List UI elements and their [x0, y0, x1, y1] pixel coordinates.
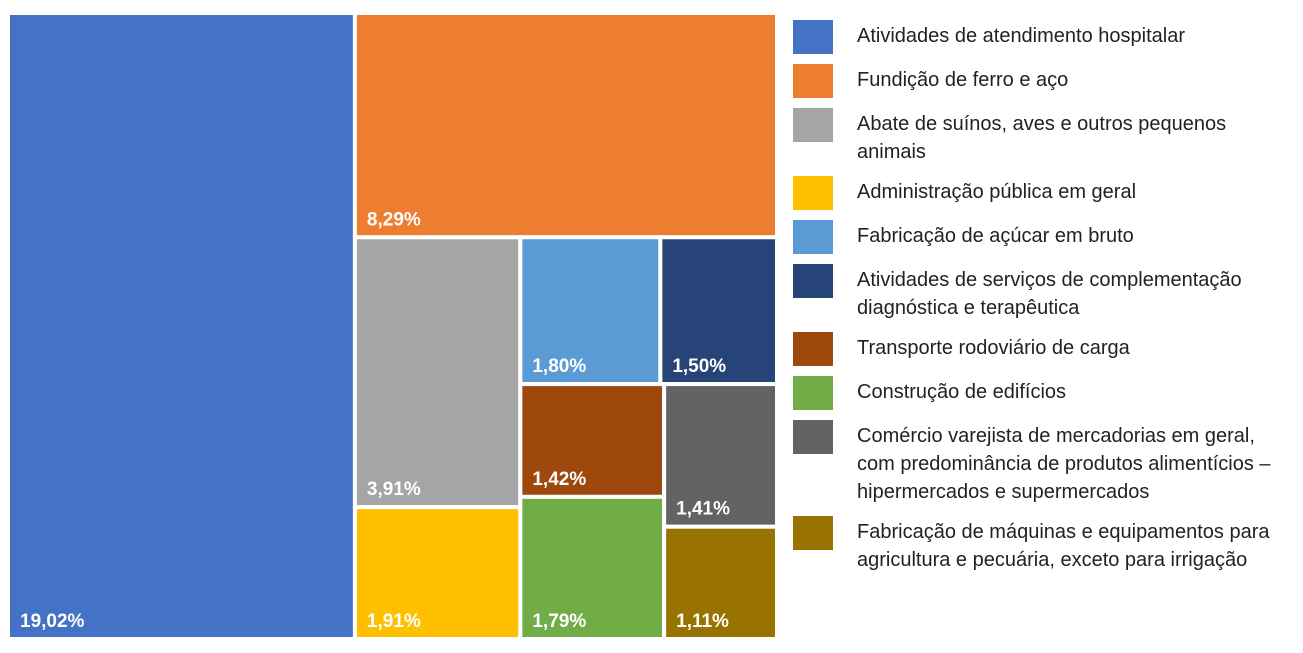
tile	[662, 524, 779, 641]
legend-swatch	[793, 64, 833, 98]
tile	[662, 382, 779, 529]
legend-label: Atividades de atendimento hospitalar	[857, 25, 1185, 47]
tile-label: 19,02%	[20, 611, 85, 632]
tile-label: 1,11%	[676, 611, 729, 632]
legend-item: Fabricação de açúcar em bruto	[793, 220, 1298, 254]
tile	[6, 11, 357, 641]
legend-item: Transporte rodoviário de carga	[793, 332, 1298, 366]
legend-swatch	[793, 108, 833, 142]
legend-label: Fabricação de máquinas e equipamentos pa…	[857, 521, 1270, 571]
tile	[352, 11, 779, 240]
legend-item: Abate de suínos, aves e outros pequenos …	[793, 108, 1298, 166]
tile-label: 3,91%	[367, 479, 421, 500]
legend-label: Administração pública em geral	[857, 181, 1137, 203]
legend-swatch	[793, 176, 833, 210]
tile	[518, 235, 663, 387]
legend-item: Atividades de serviços de complementação…	[793, 264, 1298, 322]
legend-label: Fundição de ferro e aço	[857, 69, 1069, 91]
legend-swatch	[793, 20, 833, 54]
legend-item: Construção de edifícios	[793, 376, 1298, 410]
legend: Atividades de atendimento hospitalar Fund…	[793, 20, 1298, 574]
legend-item: Comércio varejista de mercadorias em ger…	[793, 420, 1298, 506]
legend-label: Fabricação de açúcar em bruto	[857, 225, 1134, 247]
legend-swatch	[793, 376, 833, 410]
tile	[352, 235, 523, 510]
legend-item: Fabricação de máquinas e equipamentos pa…	[793, 516, 1298, 574]
legend-item: Fundição de ferro e aço	[793, 64, 1298, 98]
legend-item: Administração pública em geral	[793, 176, 1298, 210]
legend-label: Atividades de serviços de complementação…	[857, 269, 1242, 319]
legend-label: Transporte rodoviário de carga	[857, 337, 1130, 359]
tile-label: 1,80%	[532, 356, 586, 377]
tile-label: 1,42%	[532, 469, 586, 490]
tile-label: 8,29%	[367, 209, 421, 230]
legend-swatch	[793, 420, 833, 454]
tile-label: 1,91%	[367, 611, 421, 632]
tile-label: 1,41%	[676, 499, 730, 520]
tile-label: 1,50%	[672, 356, 726, 377]
tile	[352, 505, 523, 642]
legend-swatch	[793, 332, 833, 366]
treemap: 19,02% 8,29% 3,91% 1,91% 1,80% 1,50% 1,42% 1,79…	[6, 11, 779, 642]
legend-label: Comércio varejista de mercadorias em ger…	[857, 425, 1271, 503]
legend-swatch	[793, 516, 833, 550]
legend-swatch	[793, 264, 833, 298]
legend-swatch	[793, 220, 833, 254]
tile-label: 1,79%	[532, 611, 586, 632]
legend-label: Construção de edifícios	[857, 381, 1067, 403]
legend-item: Atividades de atendimento hospitalar	[793, 20, 1298, 54]
tile	[518, 494, 667, 641]
legend-label: Abate de suínos, aves e outros pequenos …	[857, 113, 1227, 163]
